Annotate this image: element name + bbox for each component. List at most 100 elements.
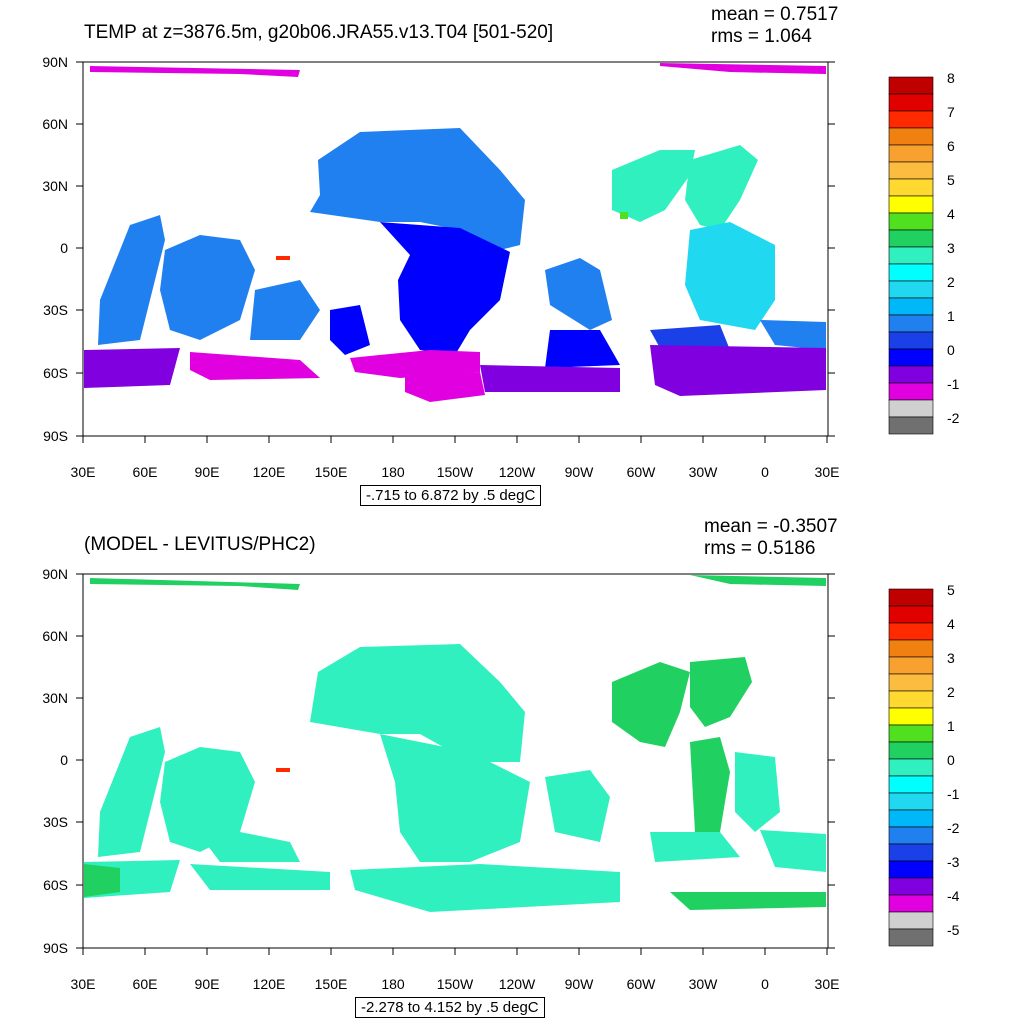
colorbar-swatch — [888, 860, 934, 879]
colorbar-swatch — [888, 178, 934, 197]
atlantic-east — [690, 657, 752, 727]
pacific-central — [380, 734, 530, 862]
indian-east — [190, 822, 300, 862]
arctic-patch — [660, 63, 826, 74]
southern-ocean-atl — [650, 345, 826, 396]
pacific-north — [310, 128, 525, 250]
lon-label: 60W — [627, 976, 657, 992]
north-atlantic — [612, 662, 690, 747]
southern-ocean-aus — [190, 864, 330, 890]
contour-range-label: -.715 to 6.872 by .5 degC — [360, 485, 542, 506]
colorbar-swatch — [888, 741, 934, 760]
atlantic-east — [685, 145, 758, 230]
south-atlantic — [545, 770, 610, 842]
colorbar-swatch — [888, 911, 934, 930]
colorbar-label: 1 — [947, 308, 955, 324]
lat-ticks — [76, 61, 835, 437]
atlantic-south-east — [760, 320, 826, 350]
lon-ticks — [82, 948, 828, 955]
colorbar-label: 3 — [947, 240, 955, 256]
lon-label: 120E — [253, 464, 286, 480]
ocean-fields — [84, 575, 826, 912]
plot-title: (MODEL - LEVITUS/PHC2) — [84, 534, 316, 555]
lat-labels: 90N 60N 30N 0 30S 60S 90S — [42, 54, 68, 444]
south-atlantic — [545, 258, 612, 330]
colorbar-label: -2 — [947, 410, 960, 426]
lon-label: 90W — [565, 976, 595, 992]
lat-label: 30S — [43, 814, 68, 830]
colorbar-swatch — [888, 673, 934, 692]
lon-label: 90W — [565, 464, 595, 480]
lat-label: 0 — [60, 752, 68, 768]
lat-label: 0 — [60, 240, 68, 256]
colorbar-label: 2 — [947, 684, 955, 700]
colorbar-swatch — [888, 809, 934, 828]
colorbar-swatch — [888, 76, 934, 95]
pacific-north — [310, 644, 525, 762]
atlantic-south-east — [760, 830, 826, 872]
mean-stat: mean = 0.7517 — [711, 4, 839, 25]
colorbar-swatch — [888, 314, 934, 333]
colorbar-label: 4 — [947, 616, 955, 632]
colorbar-swatch — [888, 297, 934, 316]
lon-label: 180 — [381, 464, 405, 480]
north-atlantic — [612, 150, 695, 222]
lat-label: 30S — [43, 302, 68, 318]
indian-central — [160, 747, 255, 852]
colorbar-swatch — [888, 690, 934, 709]
colorbar-swatch — [888, 195, 934, 214]
rms-stat: rms = 0.5186 — [704, 538, 816, 559]
atlantic-central — [690, 737, 730, 832]
lat-label: 90S — [43, 428, 68, 444]
colorbar-swatch — [888, 263, 934, 282]
colorbar-label: 3 — [947, 650, 955, 666]
colorbar-swatch — [888, 280, 934, 299]
lon-label: 60W — [627, 464, 657, 480]
colorbar-label: 2 — [947, 274, 955, 290]
lon-label: 180 — [381, 976, 405, 992]
lon-label: 60E — [133, 464, 158, 480]
southern-ocean-west-green — [84, 864, 120, 897]
pacific-central — [380, 222, 510, 355]
colorbar-label: -1 — [947, 376, 960, 392]
lon-label: 120W — [499, 464, 536, 480]
colorbar-swatch — [888, 758, 934, 777]
rms-stat: rms = 1.064 — [711, 26, 812, 47]
lon-label: 90E — [195, 976, 220, 992]
colorbar-swatch — [888, 246, 934, 265]
lat-label: 60S — [43, 877, 68, 893]
colorbar: 8 7 6 5 4 3 2 1 0 -1 -2 — [888, 70, 960, 435]
panel-bottom: (MODEL - LEVITUS/PHC2) mean = -0.3507 rm… — [0, 512, 1024, 1024]
map-plot: 90N 60N 30N 0 30S 60S 90S 30E 60E 90E 12… — [42, 566, 960, 992]
colorbar-label: 6 — [947, 138, 955, 154]
southern-ocean-pacific — [350, 864, 620, 912]
lat-label: 90S — [43, 940, 68, 956]
lon-label: 120E — [253, 976, 286, 992]
arctic-patch — [90, 578, 300, 590]
southern-ocean-ross — [405, 372, 485, 402]
lat-label: 90N — [42, 54, 68, 70]
indian-west — [98, 727, 165, 857]
arctic-patch — [690, 575, 826, 586]
colorbar-swatch — [888, 656, 934, 675]
colorbar-label: 1 — [947, 718, 955, 734]
colorbar-label: 7 — [947, 104, 955, 120]
indian-east — [250, 280, 320, 340]
atlantic-south — [650, 832, 740, 862]
mean-stat: mean = -0.3507 — [704, 516, 838, 537]
colorbar-swatch — [888, 331, 934, 350]
lat-label: 30N — [42, 178, 68, 194]
colorbar-swatch — [888, 605, 934, 624]
colorbar-swatch — [888, 588, 934, 607]
lon-ticks — [82, 436, 828, 443]
lon-label: 30E — [71, 464, 96, 480]
lon-label: 90E — [195, 464, 220, 480]
colorbar-swatch — [888, 382, 934, 401]
lon-label: 30E — [71, 976, 96, 992]
southern-ocean-west — [84, 348, 180, 388]
map-plot: 90N 60N 30N 0 30S 60S 90S 30E 60E 90E 12… — [42, 54, 960, 480]
colorbar-label: 8 — [947, 70, 955, 86]
colorbar-swatch — [888, 877, 934, 896]
lat-label: 30N — [42, 690, 68, 706]
colorbar: 5 4 3 2 1 0 -1 -2 -3 -4 -5 — [888, 582, 960, 947]
